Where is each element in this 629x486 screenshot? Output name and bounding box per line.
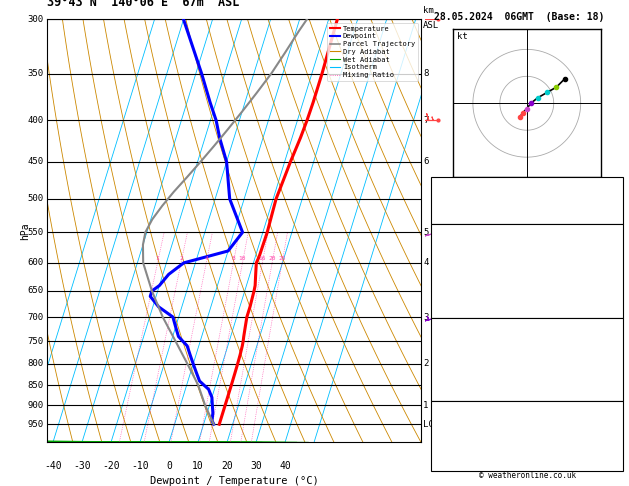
Text: 450: 450 xyxy=(27,157,43,166)
Text: 28.05.2024  06GMT  (Base: 18): 28.05.2024 06GMT (Base: 18) xyxy=(434,12,604,22)
Text: K: K xyxy=(436,181,442,190)
Text: CAPE (J): CAPE (J) xyxy=(436,376,479,385)
Text: EH: EH xyxy=(436,417,447,427)
Text: kt: kt xyxy=(457,32,467,41)
Text: LCL: LCL xyxy=(423,420,440,429)
Text: 400: 400 xyxy=(27,116,43,125)
Text: 39°43'N  140°06'E  67m  ASL: 39°43'N 140°06'E 67m ASL xyxy=(47,0,240,9)
Text: km: km xyxy=(423,6,434,15)
Text: 0: 0 xyxy=(166,461,172,471)
Text: Temp (°C): Temp (°C) xyxy=(436,240,484,248)
Text: Most Unstable: Most Unstable xyxy=(492,321,562,330)
Text: 36: 36 xyxy=(609,460,620,469)
Text: 1: 1 xyxy=(423,401,429,410)
Text: 260°: 260° xyxy=(598,446,620,455)
Text: -40: -40 xyxy=(44,461,62,471)
Text: 80: 80 xyxy=(609,432,620,441)
Text: StmSpd (kt): StmSpd (kt) xyxy=(436,460,495,469)
Text: Mixing Ratio (g/kg): Mixing Ratio (g/kg) xyxy=(448,180,458,282)
Text: 10: 10 xyxy=(192,461,204,471)
Text: 650: 650 xyxy=(27,286,43,295)
Text: 1: 1 xyxy=(614,307,620,316)
Text: 300: 300 xyxy=(27,15,43,24)
Text: 6: 6 xyxy=(423,157,429,166)
Text: 316: 316 xyxy=(603,266,620,276)
Text: SREH: SREH xyxy=(436,432,457,441)
Text: 1.94: 1.94 xyxy=(598,211,620,220)
Text: 4: 4 xyxy=(423,259,429,267)
Text: 600: 600 xyxy=(27,259,43,267)
Text: 44: 44 xyxy=(609,417,620,427)
Text: 15.4: 15.4 xyxy=(598,240,620,248)
Text: 25: 25 xyxy=(609,376,620,385)
Text: CAPE (J): CAPE (J) xyxy=(436,294,479,302)
Text: 5: 5 xyxy=(423,228,429,237)
Text: -8: -8 xyxy=(609,181,620,190)
Text: 8: 8 xyxy=(423,69,429,78)
Text: CIN (J): CIN (J) xyxy=(436,390,474,399)
Text: 25: 25 xyxy=(278,256,286,261)
Text: θᴄ (K): θᴄ (K) xyxy=(436,348,468,357)
Text: 316: 316 xyxy=(603,348,620,357)
Text: 7: 7 xyxy=(423,116,429,125)
Text: 8: 8 xyxy=(231,256,235,261)
Text: ASL: ASL xyxy=(423,21,440,30)
Text: PW (cm): PW (cm) xyxy=(436,211,474,220)
Text: Lifted Index: Lifted Index xyxy=(436,280,501,289)
Legend: Temperature, Dewpoint, Parcel Trajectory, Dry Adiabat, Wet Adiabat, Isotherm, Mi: Temperature, Dewpoint, Parcel Trajectory… xyxy=(327,23,418,81)
Text: hPa: hPa xyxy=(19,222,30,240)
Text: 13.5: 13.5 xyxy=(598,253,620,262)
Text: 16: 16 xyxy=(259,256,266,261)
Text: 1: 1 xyxy=(155,256,159,261)
Text: © weatheronline.co.uk: © weatheronline.co.uk xyxy=(479,471,576,480)
Text: -20: -20 xyxy=(102,461,120,471)
Text: 2: 2 xyxy=(179,256,183,261)
Text: 900: 900 xyxy=(27,401,43,410)
Text: Lifted Index: Lifted Index xyxy=(436,362,501,371)
Text: Dewp (°C): Dewp (°C) xyxy=(436,253,484,262)
Text: 25: 25 xyxy=(609,294,620,302)
Text: 30: 30 xyxy=(250,461,262,471)
Text: Hodograph: Hodograph xyxy=(503,403,551,413)
Text: 998: 998 xyxy=(603,334,620,344)
Text: 31: 31 xyxy=(609,196,620,205)
Text: 4: 4 xyxy=(204,256,208,261)
Text: CIN (J): CIN (J) xyxy=(436,307,474,316)
Text: 850: 850 xyxy=(27,381,43,390)
Text: 9: 9 xyxy=(614,362,620,371)
Text: 20: 20 xyxy=(221,461,233,471)
Text: Totals Totals: Totals Totals xyxy=(436,196,506,205)
Text: Dewpoint / Temperature (°C): Dewpoint / Temperature (°C) xyxy=(150,476,319,486)
Text: θᴄ(K): θᴄ(K) xyxy=(436,266,463,276)
Text: -10: -10 xyxy=(131,461,149,471)
Text: 40: 40 xyxy=(279,461,291,471)
Text: Surface: Surface xyxy=(508,226,545,235)
Text: 3: 3 xyxy=(423,312,429,322)
Text: 750: 750 xyxy=(27,337,43,346)
Text: 500: 500 xyxy=(27,194,43,203)
Text: 10: 10 xyxy=(239,256,246,261)
Text: 550: 550 xyxy=(27,228,43,237)
Text: 20: 20 xyxy=(269,256,276,261)
Text: StmDir: StmDir xyxy=(436,446,468,455)
Text: 800: 800 xyxy=(27,359,43,368)
Text: 700: 700 xyxy=(27,312,43,322)
Text: 950: 950 xyxy=(27,420,43,429)
Text: 350: 350 xyxy=(27,69,43,78)
Text: Pressure (mb): Pressure (mb) xyxy=(436,334,506,344)
Text: 9: 9 xyxy=(614,280,620,289)
Text: 1: 1 xyxy=(614,390,620,399)
Text: -30: -30 xyxy=(73,461,91,471)
Text: 2: 2 xyxy=(423,359,429,368)
